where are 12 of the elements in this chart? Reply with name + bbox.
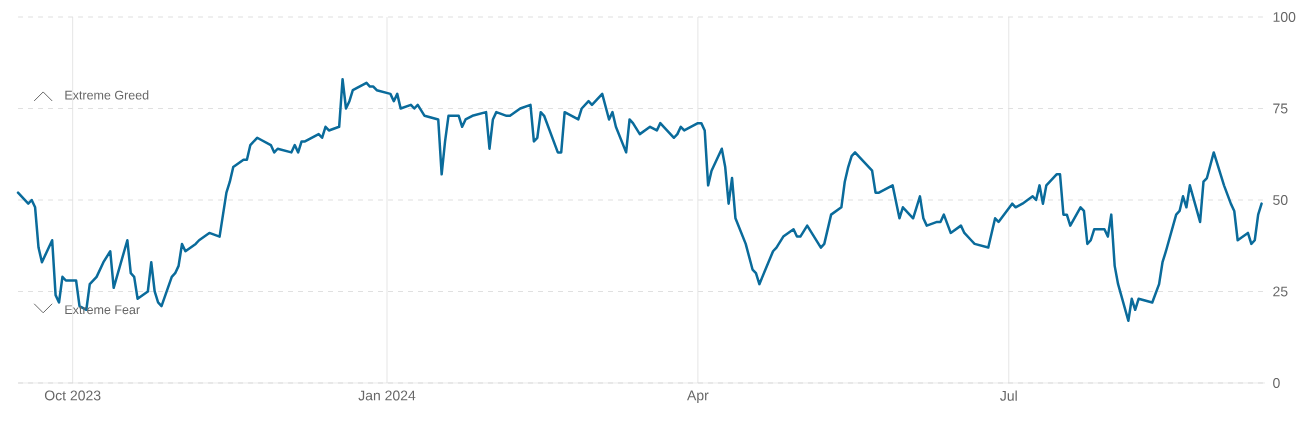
y-tick-label: 50 <box>1273 195 1288 205</box>
y-tick-label: 25 <box>1273 286 1288 297</box>
x-tick-label: Apr <box>687 390 709 404</box>
line-series <box>16 77 1263 323</box>
x-tick-label: Oct 2023 <box>44 390 101 401</box>
y-tick-label: 0 <box>1273 378 1280 388</box>
annotation: Extreme Greed <box>65 90 149 100</box>
annotation: Extreme Fear <box>65 305 140 315</box>
x-tick-label: Jan 2024 <box>358 390 416 401</box>
y-tick-label: 100 <box>1273 12 1296 22</box>
y-tick-label: 75 <box>1273 103 1288 114</box>
x-tick-label: Jul <box>1000 390 1017 401</box>
